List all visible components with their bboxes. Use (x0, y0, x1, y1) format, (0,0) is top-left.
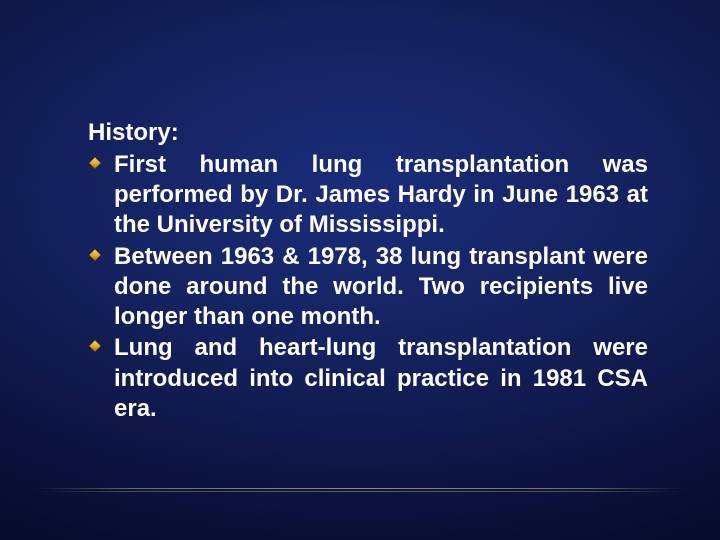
bullet-text: Between 1963 & 1978, 38 lung transplant … (114, 243, 648, 330)
diamond-bullet-icon (88, 156, 102, 170)
diamond-bullet-icon (88, 339, 102, 353)
bullet-text: Lung and heart-lung transplantation were… (114, 334, 648, 421)
footer-divider (36, 488, 684, 492)
bullet-list: First human lung transplantation was per… (88, 150, 648, 424)
list-item: Lung and heart-lung transplantation were… (88, 333, 648, 424)
slide-heading: History: (88, 118, 648, 148)
bullet-text: First human lung transplantation was per… (114, 151, 648, 238)
list-item: Between 1963 & 1978, 38 lung transplant … (88, 242, 648, 333)
diamond-bullet-icon (88, 248, 102, 262)
slide: History: First human lung transplantatio… (0, 0, 720, 540)
list-item: First human lung transplantation was per… (88, 150, 648, 241)
